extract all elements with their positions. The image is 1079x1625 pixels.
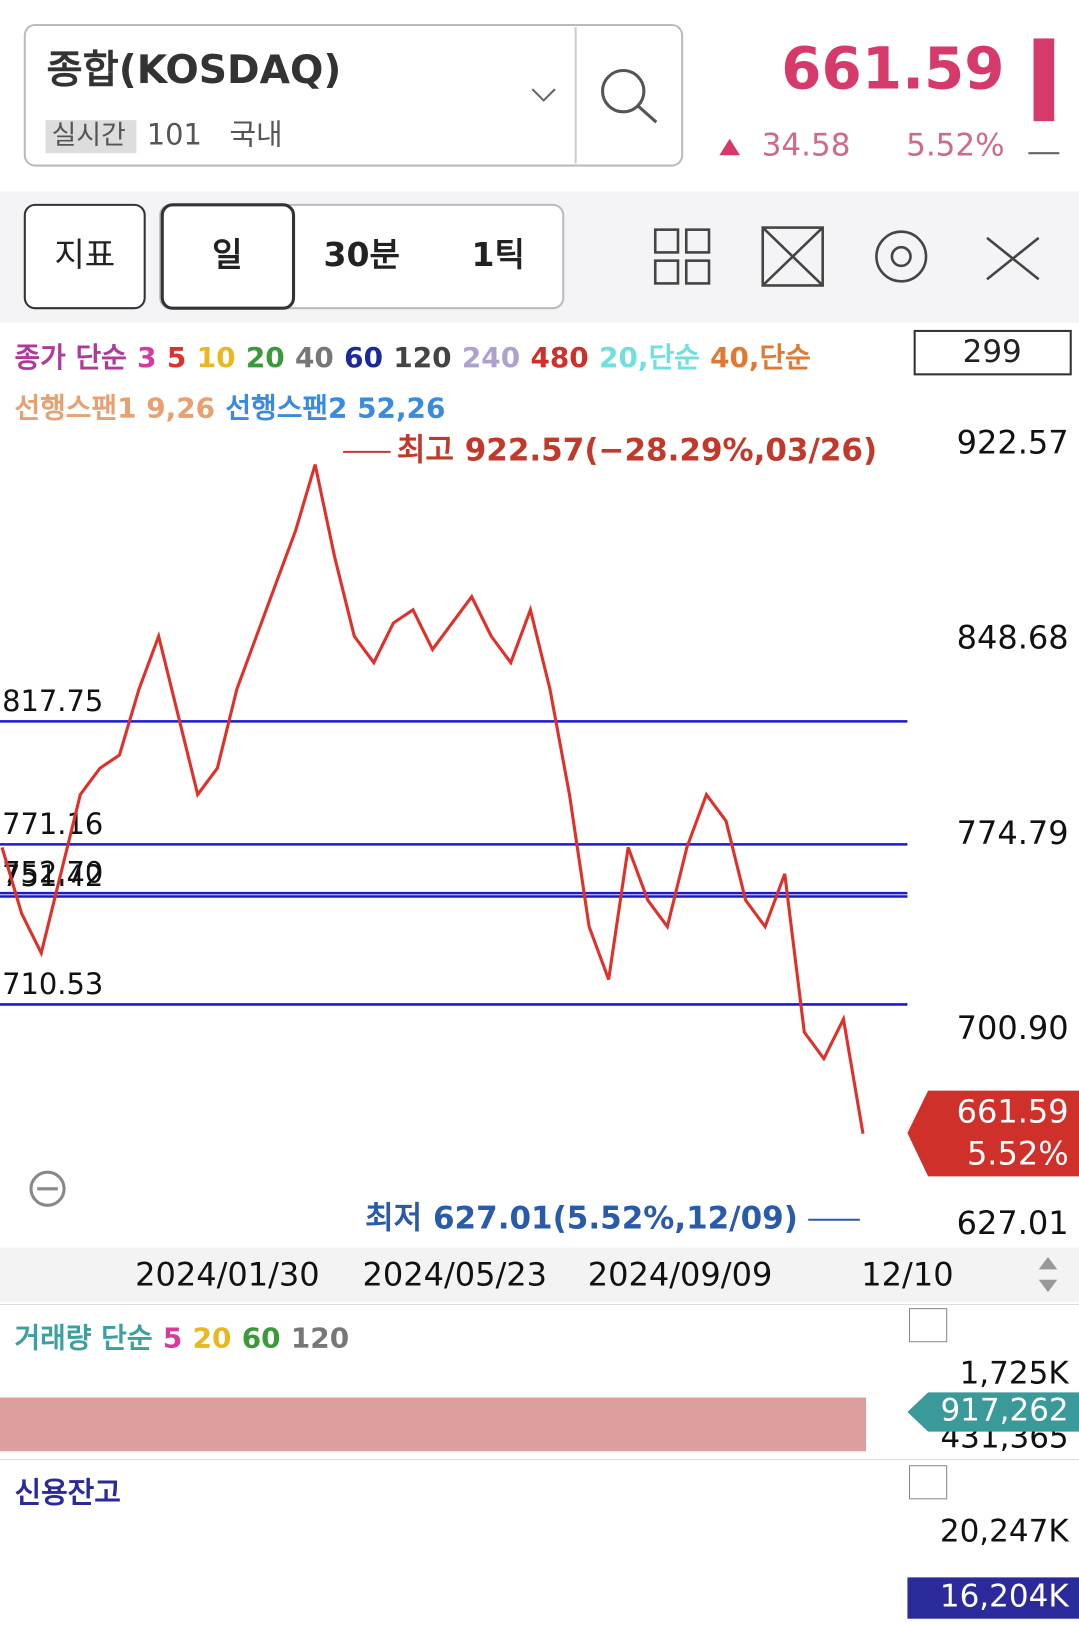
price-line [0,464,865,1134]
legend-item: 20,단순 [599,341,700,374]
legend-item: 60 [344,341,383,374]
volume-area [0,1397,867,1452]
current-price: 661.59 [957,1092,1069,1130]
current-pct: 5.52% [967,1135,1069,1173]
tag-bg [45,120,137,154]
legend-item: 20 [193,1322,232,1355]
level-label: 751.42 [2,859,103,893]
level-label: 817.75 [2,684,103,718]
high-label: 최고 922.57(−28.29%,03/26) [397,432,877,468]
volume-current: 917,262 [940,1393,1068,1429]
tag: 실시간 [52,120,126,151]
count: 299 [963,334,1022,370]
legend-item: 10 [197,341,236,374]
scroll-icon[interactable] [1038,1256,1058,1293]
level-label: 752.70 [2,856,103,890]
dropdown-icon[interactable] [531,88,556,102]
button[interactable] [23,203,146,310]
legend-item: 40 [295,341,334,374]
code: 101 [147,118,202,152]
low-label: 최저 627.01(5.52%,12/09) [365,1200,798,1236]
current-tag [907,1090,1079,1177]
legend-item: 480 [530,341,588,374]
toolbar-icons[interactable] [653,226,1040,287]
legend-item: 20 [246,341,285,374]
button-label[interactable]: 30분 [324,235,400,274]
x-tick-label: 2024/05/23 [362,1256,547,1294]
x-axis-band [0,1247,1079,1303]
legend-item: 선행스팬1 9,26 [14,391,215,424]
button-label[interactable]: 일 [212,235,242,274]
legend-item: 240 [462,341,520,374]
credit-tag [907,1577,1079,1619]
menu-button[interactable] [908,1465,948,1500]
search-box[interactable] [23,23,684,167]
button-label[interactable]: 1틱 [471,235,524,274]
change-pct: 5.52% [906,127,1004,163]
change: 34.58 [762,127,851,163]
y-tick-label: 700.90 [957,1009,1069,1047]
legend-item: 선행스팬2 52,26 [225,391,445,424]
credit-current: 16,204K [940,1579,1069,1615]
level-label: 771.16 [2,807,103,841]
menu-button[interactable] [908,1308,948,1343]
legend-item: 종가 단순 [14,341,126,374]
search-icon-handle [636,104,658,124]
legend-item: 40,단순 [710,341,811,374]
zoom-out[interactable] [29,1170,66,1207]
credit-title: 신용잔고 [14,1476,120,1510]
price-bar [1033,38,1055,122]
legend-item: 3 [137,341,156,374]
button[interactable] [160,203,296,310]
legend-item: 5 [167,341,186,374]
y-tick-label: 922.57 [957,424,1069,462]
title: 종합(KOSDAQ) [47,48,342,93]
legend-item: 5 [163,1322,182,1355]
up-arrow [719,138,741,156]
volume-tag [907,1392,1079,1432]
legend-item: 60 [242,1322,281,1355]
x-tick-label: 2024/09/09 [588,1256,773,1294]
y-tick-label: 848.68 [957,619,1069,657]
y-tick-label: 627.01 [957,1204,1069,1242]
x-tick-label: 2024/01/30 [135,1256,320,1294]
button-label[interactable]: 지표 [54,235,115,274]
legend-item: 120 [393,341,451,374]
x-tick-label: 12/10 [861,1256,953,1294]
legend-item: 120 [291,1322,349,1355]
level-label: 710.53 [2,967,103,1001]
volume-tick: 1,725K [960,1355,1070,1391]
y-tick-label: 774.79 [957,814,1069,852]
search-icon[interactable] [600,68,646,114]
legend-item: 거래량 단순 [14,1322,152,1355]
market: 국내 [229,118,282,152]
credit-tick: 20,247K [940,1513,1069,1549]
price: 661.59 [781,35,1004,103]
count-box [913,329,1072,376]
